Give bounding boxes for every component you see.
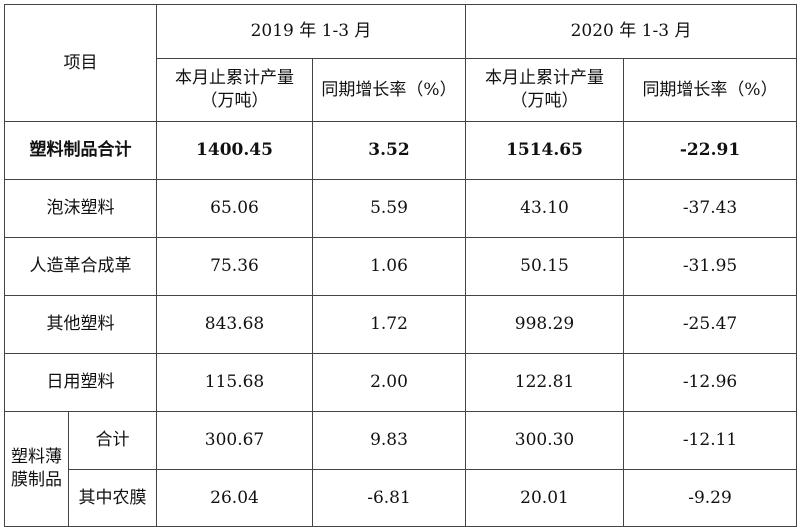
growth-2020: -22.91 xyxy=(623,121,798,180)
value-2020: 20.01 xyxy=(465,469,625,527)
growth-2020: -12.11 xyxy=(623,411,798,470)
cum-output-2019-header: 本月止累计产量 （万吨） xyxy=(156,58,313,122)
film-group-label-line1: 塑料薄 xyxy=(11,447,62,468)
cum-output-2019-line2: （万吨） xyxy=(200,91,269,111)
row-name: 其中农膜 xyxy=(68,469,157,527)
value-2020: 122.81 xyxy=(465,353,625,412)
growth-2020: -12.96 xyxy=(623,353,798,412)
value-2020: 998.29 xyxy=(465,295,625,354)
growth-2020: -37.43 xyxy=(623,179,798,238)
header-row-periods: 项目 2019 年 1-3 月 2020 年 1-3 月 xyxy=(4,4,798,122)
value-2019: 65.06 xyxy=(156,179,313,238)
value-2019: 115.68 xyxy=(156,353,313,412)
row-name: 塑料制品合计 xyxy=(4,121,157,180)
table-row: 其他塑料 843.68 1.72 998.29 -25.47 xyxy=(4,295,798,354)
growth-2020: -31.95 xyxy=(623,237,798,296)
row-name: 其他塑料 xyxy=(4,295,157,354)
table-row: 其中农膜 26.04 -6.81 20.01 -9.29 xyxy=(5,469,798,527)
table-row: 人造革合成革 75.36 1.06 50.15 -31.95 xyxy=(4,237,798,296)
growth-2019: 9.83 xyxy=(311,411,467,470)
growth-2020: -9.29 xyxy=(623,469,798,527)
cum-output-2020-header: 本月止累计产量 （万吨） xyxy=(465,58,625,122)
value-2019: 843.68 xyxy=(156,295,313,354)
growth-2020-header: 同期增长率（%） xyxy=(623,58,798,122)
cum-output-2020-line1: 本月止累计产量 xyxy=(485,68,605,89)
value-2019: 300.67 xyxy=(156,411,313,470)
growth-2019: 2.00 xyxy=(311,353,467,412)
growth-2019: 5.59 xyxy=(311,179,467,238)
growth-2019: 1.72 xyxy=(311,295,467,354)
growth-2019-header: 同期增长率（%） xyxy=(311,58,467,122)
value-2020: 43.10 xyxy=(465,179,625,238)
value-2020: 1514.65 xyxy=(465,121,625,180)
header-row-metrics: 本月止累计产量 （万吨） 同期增长率（%） 本月止累计产量 （万吨） 同期增长率… xyxy=(5,58,798,122)
value-2020: 50.15 xyxy=(465,237,625,296)
row-name: 合计 xyxy=(68,411,157,470)
table-row: 泡沫塑料 65.06 5.59 43.10 -37.43 xyxy=(4,179,798,238)
cum-output-2020-line2: （万吨） xyxy=(510,91,579,111)
cum-output-2019-line1: 本月止累计产量 xyxy=(175,68,294,89)
table-row: 塑料制品合计 1400.45 3.52 1514.65 -22.91 xyxy=(4,121,798,180)
row-name: 人造革合成革 xyxy=(4,237,157,296)
row-name: 泡沫塑料 xyxy=(4,179,157,238)
film-group-label: 塑料薄 膜制品 xyxy=(4,411,69,527)
period-2019-header: 2019 年 1-3 月 xyxy=(155,4,467,59)
item-header: 项目 xyxy=(4,4,157,122)
value-2020: 300.30 xyxy=(465,411,625,470)
growth-2019: 1.06 xyxy=(311,237,467,296)
row-name: 日用塑料 xyxy=(4,353,157,412)
table-row: 塑料薄 膜制品 合计 300.67 9.83 300.30 -12.11 xyxy=(4,411,798,527)
growth-2019: -6.81 xyxy=(311,469,467,527)
film-group-label-line2: 膜制品 xyxy=(11,470,62,490)
growth-2020: -25.47 xyxy=(623,295,798,354)
period-2020-header: 2020 年 1-3 月 xyxy=(465,4,798,59)
value-2019: 1400.45 xyxy=(156,121,313,180)
growth-2019: 3.52 xyxy=(311,121,467,180)
value-2019: 75.36 xyxy=(156,237,313,296)
value-2019: 26.04 xyxy=(156,469,313,527)
plastic-output-table: 项目 2019 年 1-3 月 2020 年 1-3 月 本月止累计产量 （万吨… xyxy=(4,4,798,527)
table-row: 日用塑料 115.68 2.00 122.81 -12.96 xyxy=(4,353,798,412)
